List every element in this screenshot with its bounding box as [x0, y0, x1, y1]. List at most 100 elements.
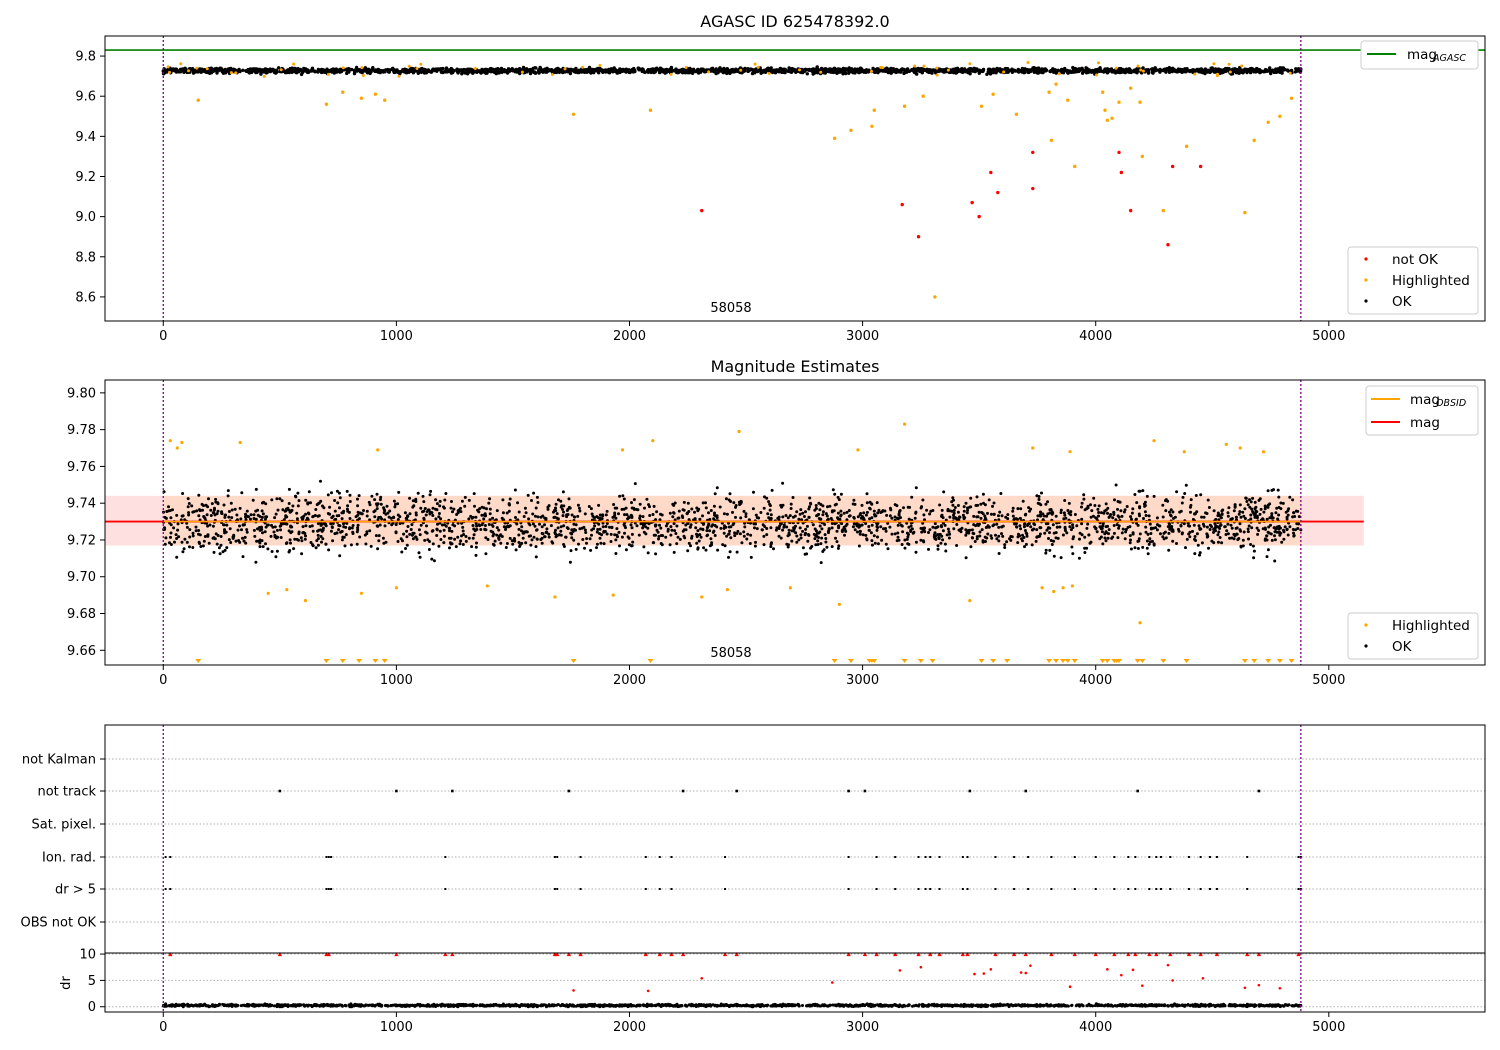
legend-frame [1347, 246, 1479, 315]
ok-point [1279, 501, 1283, 505]
ok-point [899, 523, 903, 527]
ok-point [273, 535, 277, 539]
ok-point [432, 559, 436, 563]
ok-point [219, 543, 223, 547]
ok-point [956, 67, 960, 71]
ok-point [377, 534, 381, 538]
ok-point [779, 503, 783, 507]
ok-point [1266, 530, 1270, 534]
ok-point [638, 502, 642, 506]
ok-point [197, 493, 201, 497]
ok-point [559, 499, 563, 503]
ok-point [391, 68, 395, 72]
ok-point [1168, 510, 1171, 514]
ok-point [1063, 499, 1067, 502]
ok-point [678, 69, 682, 74]
ok-point [429, 70, 433, 74]
ok-point [524, 511, 528, 515]
ok-point [368, 529, 372, 533]
ok-point [997, 68, 1001, 73]
ok-point [830, 526, 834, 530]
ok-point [805, 524, 809, 528]
ok-point [837, 498, 841, 502]
ok-point [1021, 499, 1025, 503]
ok-point [852, 515, 856, 519]
ok-point [1144, 530, 1148, 534]
ok-point [346, 504, 350, 508]
ok-point [762, 534, 766, 538]
ok-point [209, 514, 213, 517]
ok-point [562, 543, 566, 546]
ok-point [1297, 515, 1301, 519]
ok-point [713, 534, 717, 537]
ok-point [1265, 534, 1269, 538]
ok-point [253, 534, 257, 538]
ok-point [919, 68, 923, 73]
ok-point [990, 536, 994, 540]
ok-point [1175, 542, 1178, 545]
ok-point [203, 535, 207, 538]
ok-point [337, 528, 341, 532]
ok-point [852, 498, 856, 502]
ok-point [1115, 523, 1119, 527]
ok-point [1082, 497, 1086, 501]
ok-point [1114, 518, 1118, 522]
ok-point [980, 528, 984, 532]
ok-point [249, 513, 253, 517]
ok-point [522, 515, 526, 518]
ok-point [809, 501, 812, 505]
ok-point [1161, 515, 1165, 519]
ok-point [1205, 532, 1209, 536]
ok-point [985, 536, 989, 540]
ok-point [970, 67, 974, 71]
ok-point [1145, 494, 1149, 498]
ok-point [980, 511, 984, 514]
ok-point [705, 529, 709, 533]
x-tick-label: 0 [159, 329, 167, 344]
ok-point [441, 70, 445, 75]
ok-point [368, 518, 372, 522]
ok-point [685, 512, 689, 515]
ok-point [1217, 518, 1221, 522]
ok-point [535, 495, 539, 499]
ok-point [785, 525, 789, 529]
ok-point [999, 492, 1003, 495]
ok-point [1023, 529, 1027, 532]
ok-point [743, 521, 747, 525]
ok-point [1241, 538, 1245, 542]
ok-point [1030, 543, 1034, 547]
ok-point [1249, 500, 1253, 504]
ok-point [781, 68, 785, 72]
ok-point [1152, 526, 1155, 530]
ok-point [595, 530, 599, 534]
ok-point [836, 495, 840, 499]
ok-point [1097, 511, 1101, 514]
ok-point [1098, 66, 1102, 70]
ok-point [171, 67, 175, 71]
highlighted-point [648, 108, 653, 112]
ok-point [951, 503, 955, 507]
highlighted-point [881, 66, 885, 70]
ok-point [241, 536, 244, 540]
ok-point [276, 508, 280, 512]
highlighted-point [359, 96, 364, 100]
ok-point [264, 517, 267, 521]
ok-point [630, 501, 633, 505]
ok-point [474, 545, 478, 549]
ok-point [842, 511, 846, 515]
ok-point [791, 515, 795, 519]
ok-point [206, 505, 210, 509]
ok-point [1048, 531, 1051, 535]
ok-point [1266, 503, 1270, 507]
ok-point [1212, 509, 1216, 513]
ok-point [604, 513, 608, 517]
ok-point [1047, 537, 1050, 540]
ok-point [777, 515, 781, 519]
ok-point [243, 535, 247, 539]
ok-point [665, 522, 669, 525]
ok-point [524, 530, 528, 534]
ok-point [868, 507, 872, 511]
ok-point [722, 512, 726, 516]
ok-point [230, 516, 234, 520]
ok-point [536, 515, 540, 519]
